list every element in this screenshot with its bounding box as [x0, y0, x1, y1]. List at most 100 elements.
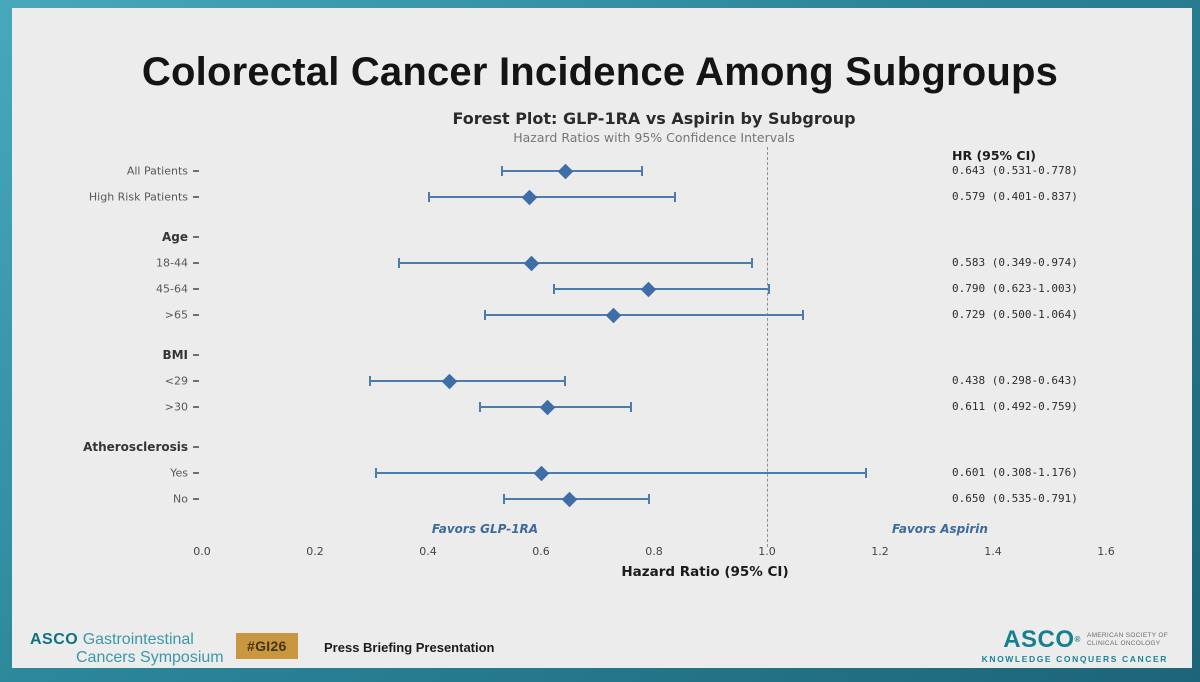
asco-brand-left: ASCO — [30, 631, 79, 648]
chart-subtitle: Hazard Ratios with 95% Confidence Interv… — [513, 130, 795, 145]
ci-cap-high — [640, 166, 643, 176]
forest-row-label: 18-44 — [156, 256, 188, 270]
ci-cap-low — [398, 258, 401, 268]
hr-ci-value: 0.601 (0.308-1.176) — [952, 466, 1078, 479]
y-tick — [193, 472, 199, 474]
asco-society-name: AMERICAN SOCIETY OF CLINICAL ONCOLOGY — [1087, 628, 1168, 648]
y-tick — [193, 196, 199, 198]
forest-row-label: 45-64 — [156, 282, 188, 296]
ci-cap-high — [564, 376, 567, 386]
x-tick-label: 0.2 — [306, 545, 324, 558]
y-tick — [193, 288, 199, 290]
ci-line — [553, 288, 769, 290]
slide-title: Colorectal Cancer Incidence Among Subgro… — [141, 50, 1059, 94]
asco-society-line2: CLINICAL ONCOLOGY — [1086, 640, 1161, 647]
ci-line — [428, 196, 675, 198]
symposium-logo-line1: ASCO Gastrointestinal — [30, 631, 224, 649]
ci-cap-high — [767, 284, 770, 294]
ci-cap-high — [647, 494, 650, 504]
ci-cap-low — [375, 468, 378, 478]
hr-point-marker — [606, 307, 622, 323]
forest-row-label: High Risk Patients — [88, 190, 188, 204]
ci-line — [399, 262, 753, 264]
y-tick — [193, 236, 199, 238]
forest-row-label: <29 — [164, 374, 188, 388]
x-tick-label: 0.0 — [193, 545, 211, 558]
symposium-name-part1: Gastrointestinal — [82, 631, 194, 648]
hr-point-marker — [521, 189, 537, 205]
ci-cap-low — [503, 494, 506, 504]
x-tick-label: 0.4 — [419, 545, 437, 558]
ci-cap-high — [865, 468, 868, 478]
y-tick — [193, 446, 199, 448]
hr-point-marker — [640, 281, 657, 297]
y-tick — [193, 354, 199, 356]
ci-cap-high — [751, 258, 754, 268]
forest-row-label: Yes — [170, 466, 188, 480]
symposium-logo: ASCO Gastrointestinal Cancers Symposium — [30, 631, 224, 667]
hr-point-marker — [557, 163, 574, 179]
ci-cap-low — [478, 402, 481, 412]
forest-row-label: No — [173, 492, 188, 506]
ci-cap-high — [802, 310, 805, 320]
hr-ci-value: 0.650 (0.535-0.791) — [952, 492, 1078, 505]
y-tick — [193, 262, 199, 264]
subgroup-header-label: Atherosclerosis — [83, 440, 188, 454]
forest-row-label: >65 — [164, 308, 188, 322]
registered-mark: ® — [1074, 635, 1081, 644]
hr-point-marker — [539, 399, 555, 415]
y-tick — [193, 314, 199, 316]
reference-line — [767, 147, 768, 547]
asco-society-line1: AMERICAN SOCIETY OF — [1086, 632, 1168, 639]
hr-ci-value: 0.643 (0.531-0.778) — [952, 164, 1078, 177]
forest-row-label: All Patients — [126, 164, 188, 178]
ci-line — [479, 406, 631, 408]
hr-ci-value: 0.579 (0.401-0.837) — [952, 190, 1078, 203]
hr-point-marker — [441, 373, 458, 389]
asco-brand-right: ASCO® — [1003, 626, 1081, 653]
favors-left-annotation: Favors GLP-1RA — [431, 522, 539, 536]
subgroup-header-label: BMI — [162, 348, 188, 362]
ci-cap-low — [552, 284, 555, 294]
slide-background — [12, 8, 1192, 668]
x-axis-title: Hazard Ratio (95% CI) — [621, 564, 789, 580]
favors-right-annotation: Favors Aspirin — [892, 522, 988, 536]
y-tick — [193, 380, 199, 382]
hashtag-badge: #GI26 — [236, 633, 298, 659]
ci-cap-high — [673, 192, 676, 202]
symposium-name-part2: Cancers Symposium — [76, 649, 224, 666]
subgroup-header-label: Age — [161, 230, 188, 244]
ci-cap-low — [369, 376, 372, 386]
ci-cap-low — [483, 310, 486, 320]
ci-line — [484, 314, 804, 316]
x-tick-label: 1.2 — [871, 545, 889, 558]
y-tick — [193, 406, 199, 408]
hr-ci-value: 0.583 (0.349-0.974) — [952, 256, 1078, 269]
ci-cap-low — [501, 166, 503, 176]
ci-line — [376, 472, 867, 474]
hr-ci-value: 0.438 (0.298-0.643) — [952, 374, 1078, 387]
x-tick-label: 1.4 — [984, 545, 1002, 558]
x-tick-label: 1.0 — [758, 545, 776, 558]
forest-row-label: >30 — [164, 400, 188, 414]
hr-ci-value: 0.790 (0.623-1.003) — [952, 282, 1078, 295]
chart-title: Forest Plot: GLP-1RA vs Aspirin by Subgr… — [452, 109, 856, 128]
x-tick-label: 1.6 — [1097, 545, 1115, 558]
hr-point-marker — [561, 491, 578, 507]
hr-column-header: HR (95% CI) — [952, 148, 1036, 163]
x-tick-label: 0.8 — [645, 545, 663, 558]
asco-tagline: KNOWLEDGE CONQUERS CANCER — [981, 654, 1168, 664]
ci-cap-low — [427, 192, 430, 202]
hr-point-marker — [533, 465, 550, 481]
y-tick — [193, 170, 199, 172]
hr-ci-value: 0.729 (0.500-1.064) — [952, 308, 1078, 321]
x-tick-label: 0.6 — [532, 545, 550, 558]
asco-logo-row: ASCO® AMERICAN SOCIETY OF CLINICAL ONCOL… — [982, 628, 1168, 652]
y-tick — [193, 498, 199, 500]
asco-logo: ASCO® AMERICAN SOCIETY OF CLINICAL ONCOL… — [981, 628, 1168, 665]
ci-line — [370, 380, 566, 382]
ci-cap-high — [629, 402, 632, 412]
hr-ci-value: 0.611 (0.492-0.759) — [952, 400, 1078, 413]
